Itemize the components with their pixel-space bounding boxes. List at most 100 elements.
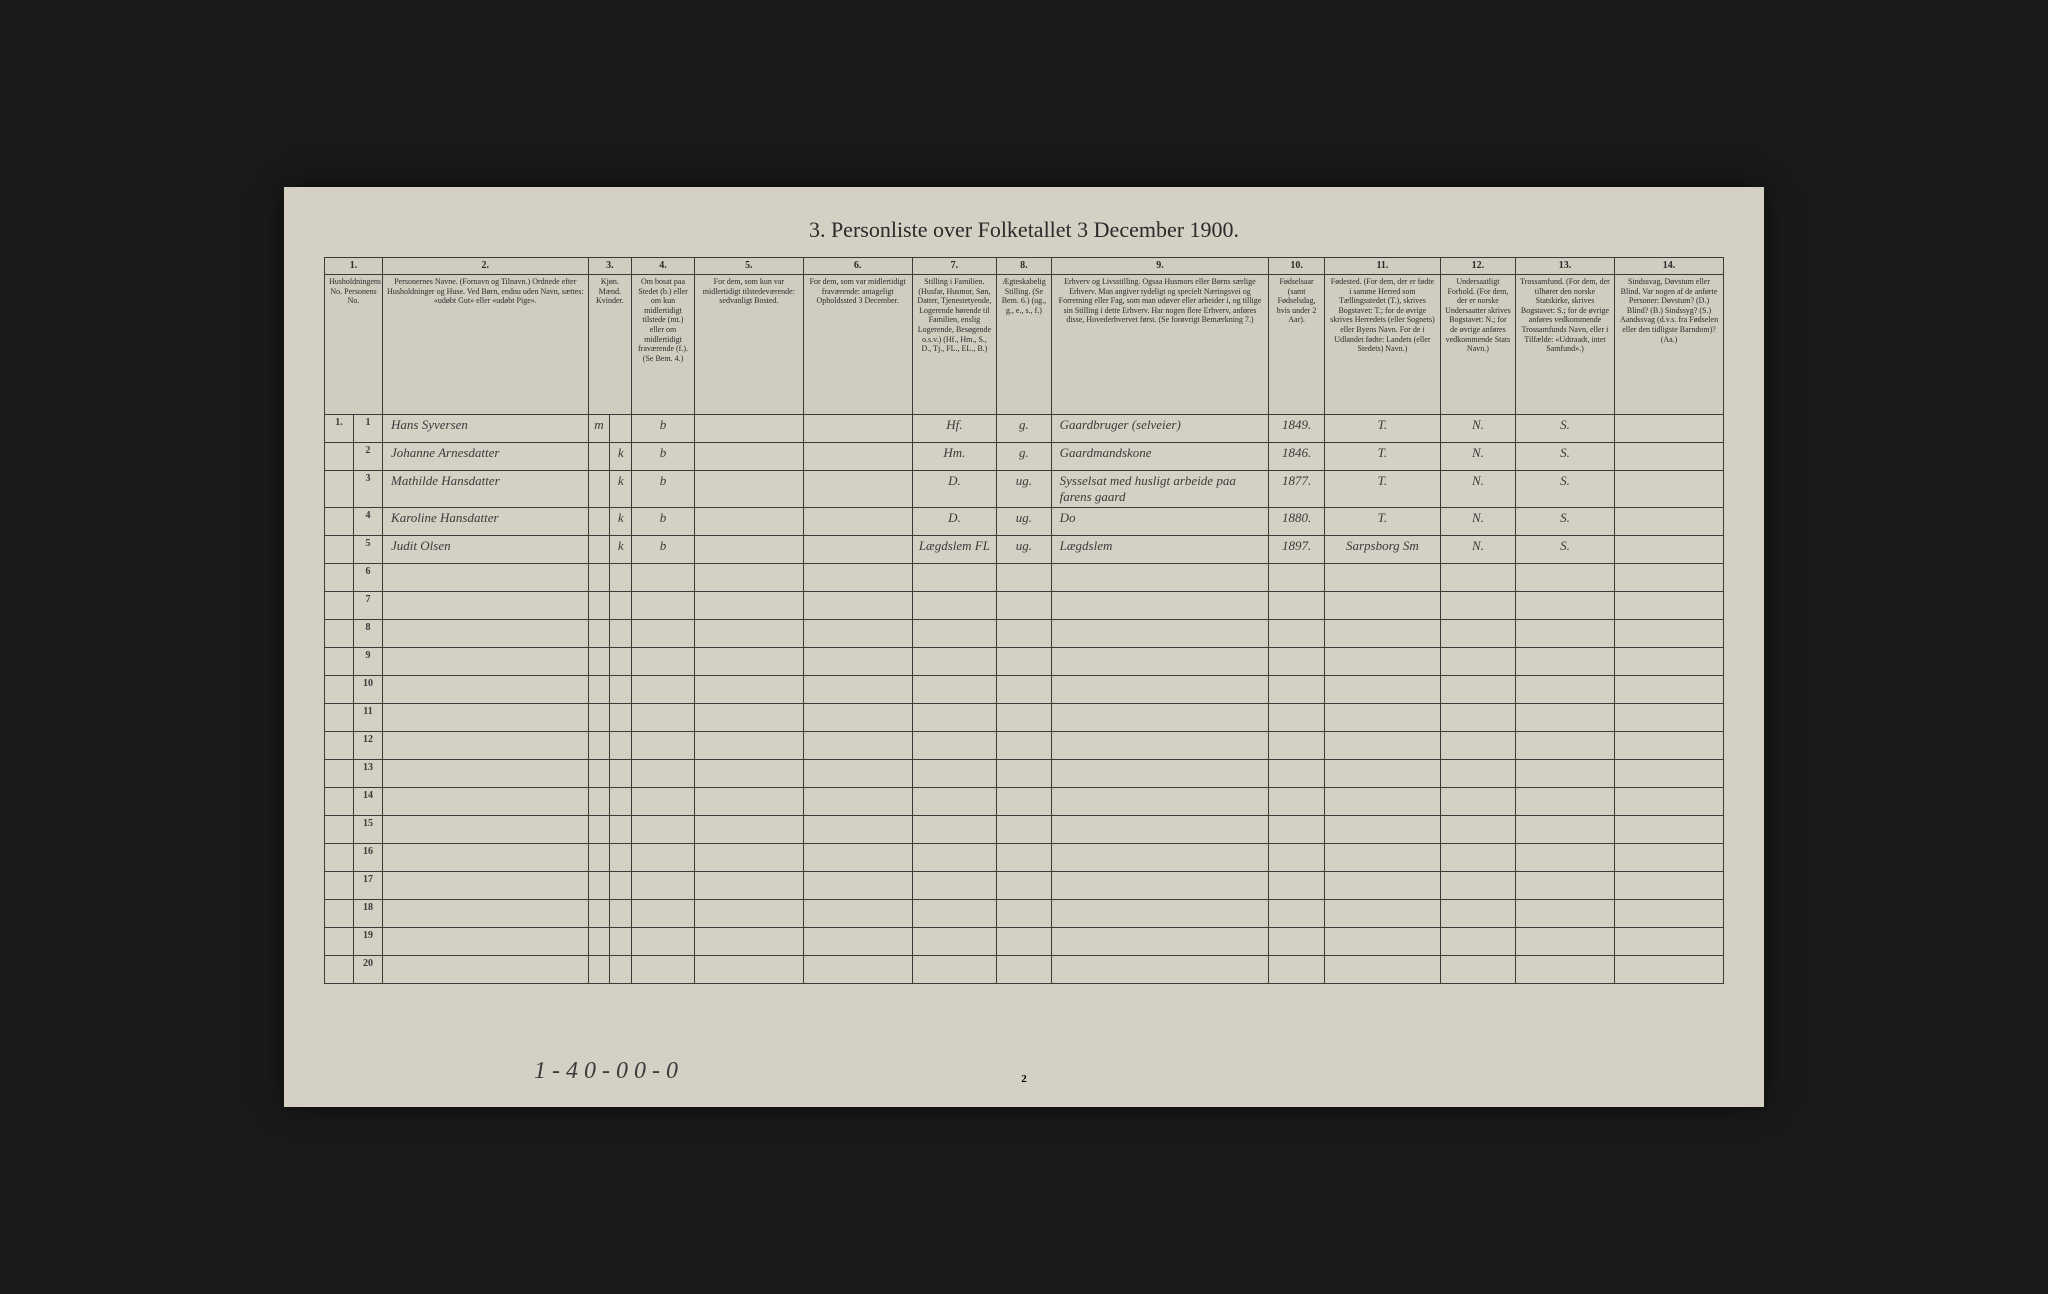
- cell-empty: [1615, 704, 1724, 732]
- cell-fam: Hf.: [912, 415, 997, 443]
- cell-empty: [803, 928, 912, 956]
- cell-empty: [1269, 844, 1325, 872]
- cell-empty: [588, 872, 610, 900]
- cell-empty: 19: [354, 928, 383, 956]
- cell-occ: Do: [1051, 508, 1269, 536]
- cell-empty: 17: [354, 872, 383, 900]
- cell-empty: [803, 732, 912, 760]
- cell-empty: [610, 844, 632, 872]
- cell-empty: [610, 564, 632, 592]
- cell-away: [803, 536, 912, 564]
- cell-empty: [632, 872, 695, 900]
- col-num: 10.: [1269, 258, 1325, 275]
- col-num: 2.: [383, 258, 589, 275]
- cell-hn: [325, 508, 354, 536]
- cell-fam: D.: [912, 508, 997, 536]
- cell-empty: [325, 844, 354, 872]
- cell-empty: [1515, 564, 1614, 592]
- cell-birth: T.: [1324, 443, 1440, 471]
- cell-sex_m: [588, 471, 610, 508]
- cell-empty: 15: [354, 816, 383, 844]
- cell-empty: [1269, 956, 1325, 984]
- cell-hn: [325, 443, 354, 471]
- cell-empty: [1051, 844, 1269, 872]
- cell-empty: [383, 648, 589, 676]
- cell-empty: [997, 872, 1051, 900]
- cell-empty: [632, 648, 695, 676]
- cell-empty: [325, 956, 354, 984]
- cell-empty: [1269, 872, 1325, 900]
- page-number: 2: [1021, 1073, 1027, 1085]
- table-row-empty: 10: [325, 676, 1724, 704]
- cell-empty: [383, 760, 589, 788]
- cell-birth: T.: [1324, 471, 1440, 508]
- cell-empty: [1269, 704, 1325, 732]
- cell-empty: [1269, 732, 1325, 760]
- cell-empty: [912, 816, 997, 844]
- cell-empty: [1324, 704, 1440, 732]
- cell-empty: [610, 788, 632, 816]
- cell-empty: [803, 676, 912, 704]
- census-table: 1.2.3.4.5.6.7.8.9.10.11.12.13.14. Hushol…: [324, 257, 1724, 984]
- cell-pn: 2: [354, 443, 383, 471]
- cell-empty: [1440, 592, 1515, 620]
- cell-empty: [1615, 564, 1724, 592]
- cell-empty: [694, 788, 803, 816]
- cell-empty: [1440, 900, 1515, 928]
- cell-empty: [1051, 648, 1269, 676]
- cell-empty: 11: [354, 704, 383, 732]
- cell-dis: [1615, 415, 1724, 443]
- cell-empty: 6: [354, 564, 383, 592]
- cell-empty: [1051, 592, 1269, 620]
- cell-empty: [325, 676, 354, 704]
- cell-sex_m: [588, 536, 610, 564]
- cell-empty: [610, 872, 632, 900]
- cell-empty: [1269, 816, 1325, 844]
- col-header: Ægteskabelig Stilling. (Se Bem. 6.) (ug.…: [997, 275, 1051, 415]
- cell-empty: [610, 816, 632, 844]
- cell-empty: [997, 620, 1051, 648]
- cell-empty: [912, 760, 997, 788]
- cell-empty: [588, 620, 610, 648]
- cell-name: Hans Syversen: [383, 415, 589, 443]
- cell-empty: [1324, 844, 1440, 872]
- cell-away: [803, 471, 912, 508]
- col-num: 1.: [325, 258, 383, 275]
- cell-empty: [1051, 872, 1269, 900]
- cell-empty: [997, 928, 1051, 956]
- cell-sex_k: k: [610, 443, 632, 471]
- cell-name: Johanne Arnesdatter: [383, 443, 589, 471]
- table-row: 1.1Hans SyversenmbHf.g.Gaardbruger (selv…: [325, 415, 1724, 443]
- cell-empty: [325, 704, 354, 732]
- cell-empty: [1515, 788, 1614, 816]
- table-row-empty: 9: [325, 648, 1724, 676]
- cell-empty: [632, 928, 695, 956]
- cell-res: b: [632, 536, 695, 564]
- cell-nat: N.: [1440, 471, 1515, 508]
- cell-empty: [383, 564, 589, 592]
- cell-temp: [694, 443, 803, 471]
- cell-empty: [383, 704, 589, 732]
- table-row-empty: 16: [325, 844, 1724, 872]
- col-num: 13.: [1515, 258, 1614, 275]
- cell-mar: g.: [997, 443, 1051, 471]
- cell-empty: [1440, 676, 1515, 704]
- cell-rel: S.: [1515, 536, 1614, 564]
- cell-empty: [1324, 732, 1440, 760]
- cell-empty: [383, 928, 589, 956]
- cell-hn: [325, 536, 354, 564]
- cell-empty: [997, 564, 1051, 592]
- cell-empty: [912, 592, 997, 620]
- cell-temp: [694, 415, 803, 443]
- col-num: 7.: [912, 258, 997, 275]
- cell-hn: 1.: [325, 415, 354, 443]
- cell-empty: [1051, 760, 1269, 788]
- table-row: 3Mathilde HansdatterkbD.ug.Sysselsat med…: [325, 471, 1724, 508]
- cell-empty: [997, 732, 1051, 760]
- cell-empty: [1051, 620, 1269, 648]
- cell-year: 1877.: [1269, 471, 1325, 508]
- cell-empty: [1269, 788, 1325, 816]
- cell-mar: ug.: [997, 471, 1051, 508]
- cell-empty: [383, 732, 589, 760]
- cell-empty: 14: [354, 788, 383, 816]
